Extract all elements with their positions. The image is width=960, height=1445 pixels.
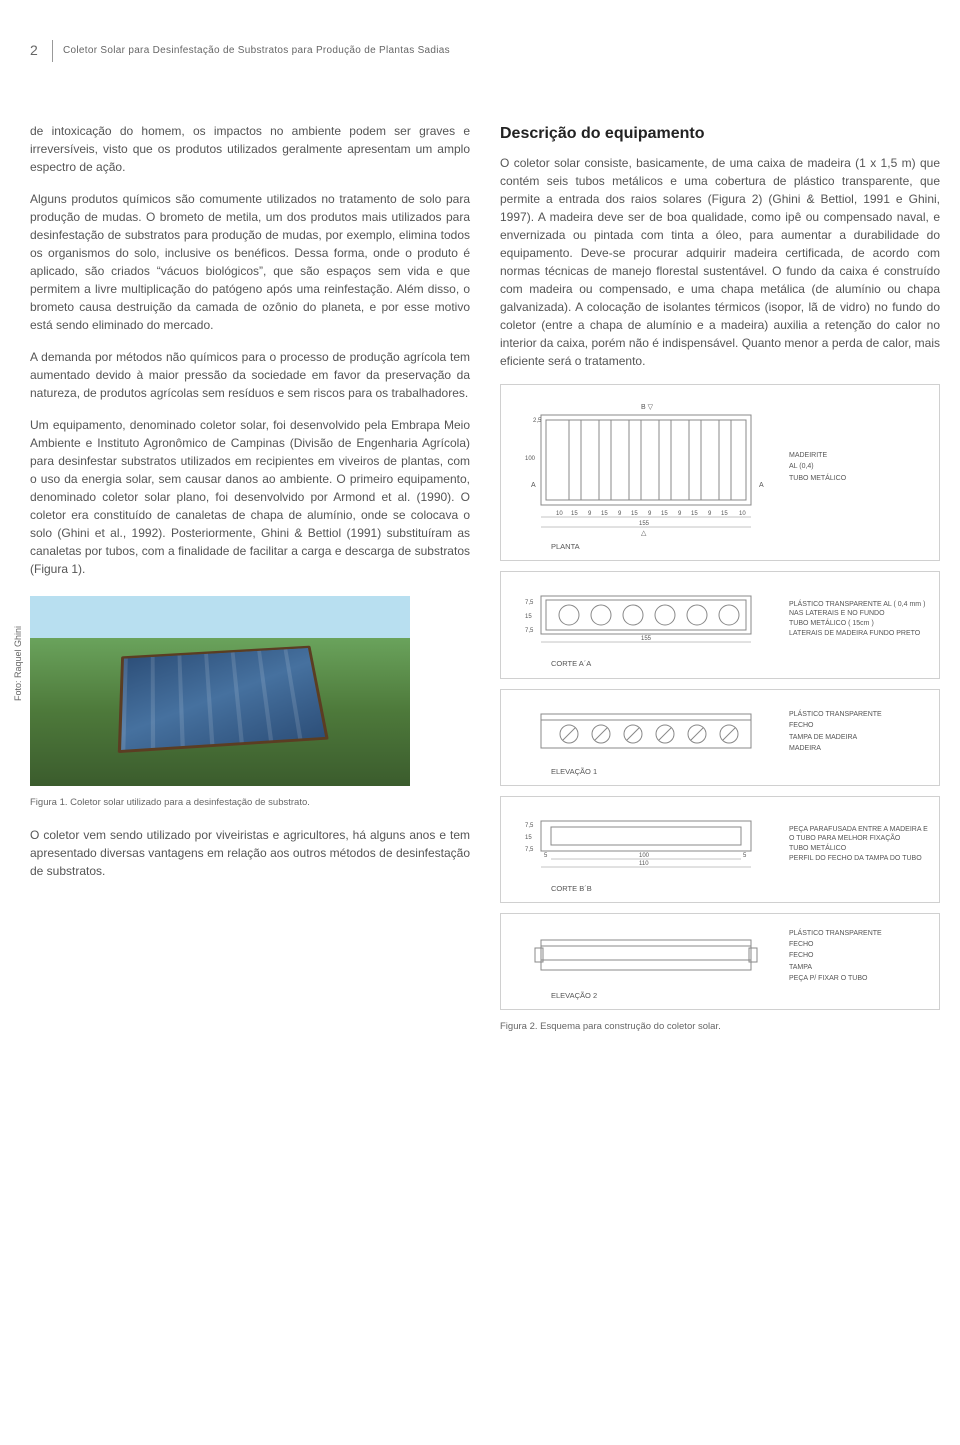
corte-aa-title: CORTE A´A bbox=[511, 654, 929, 669]
label-bb-peca: PEÇA PARAFUSADA ENTRE A MADEIRA E O TUBO… bbox=[789, 825, 929, 843]
svg-text:110: 110 bbox=[639, 861, 649, 867]
label-e1-madeira: MADEIRA bbox=[789, 743, 929, 754]
svg-text:15: 15 bbox=[631, 511, 638, 517]
diagram-elev1: PLÁSTICO TRANSPARENTE FECHO TAMPA DE MAD… bbox=[500, 689, 940, 786]
corte-bb-labels: PEÇA PARAFUSADA ENTRE A MADEIRA E O TUBO… bbox=[781, 825, 929, 863]
diagram-corte-aa: 7,5 15 7,5 155 PLÁSTICO TRANSPARENTE AL … bbox=[500, 571, 940, 678]
page-header: 2 Coletor Solar para Desinfestação de Su… bbox=[30, 40, 940, 62]
planta-svg: 10 15 9 15 9 15 9 15 9 15 9 15 10 155 bbox=[511, 397, 781, 537]
svg-text:7,5: 7,5 bbox=[525, 600, 534, 606]
label-plastico-al: PLÁSTICO TRANSPARENTE AL ( 0,4 mm ) NAS … bbox=[789, 600, 929, 618]
svg-text:2,5: 2,5 bbox=[533, 418, 542, 424]
label-laterais: LATERAIS DE MADEIRA FUNDO PRETO bbox=[789, 629, 929, 638]
elev2-svg bbox=[511, 926, 781, 986]
label-e1-plastico: PLÁSTICO TRANSPARENTE bbox=[789, 709, 929, 720]
left-p3: A demanda por métodos não químicos para … bbox=[30, 348, 470, 402]
left-p4: Um equipamento, denominado coletor solar… bbox=[30, 416, 470, 578]
label-tubo-15: TUBO METÁLICO ( 15cm ) bbox=[789, 618, 929, 629]
running-title: Coletor Solar para Desinfestação de Subs… bbox=[63, 40, 450, 58]
photo-credit: Foto: Raquel Ghini bbox=[12, 626, 26, 701]
svg-text:100: 100 bbox=[639, 853, 650, 859]
diagram-corte-bb: 7,5 15 7,5 5 100 5 110 PEÇA PARAFUSADA E… bbox=[500, 796, 940, 903]
planta-labels: MADEIRITE AL (0,4) TUBO METÁLICO bbox=[781, 450, 929, 484]
svg-text:7,5: 7,5 bbox=[525, 823, 534, 829]
svg-text:9: 9 bbox=[678, 511, 682, 517]
svg-text:5: 5 bbox=[544, 853, 548, 859]
label-e2-tampa: TAMPA bbox=[789, 962, 929, 973]
right-p1: O coletor solar consiste, basicamente, d… bbox=[500, 154, 940, 370]
svg-text:15: 15 bbox=[691, 511, 698, 517]
label-al: AL (0,4) bbox=[789, 461, 929, 472]
svg-text:9: 9 bbox=[648, 511, 652, 517]
planta-title: PLANTA bbox=[511, 537, 929, 552]
label-e2-plastico: PLÁSTICO TRANSPARENTE bbox=[789, 928, 929, 939]
svg-text:155: 155 bbox=[641, 636, 652, 642]
left-p5: O coletor vem sendo utilizado por viveir… bbox=[30, 826, 470, 880]
solar-panel-illustration bbox=[118, 646, 329, 754]
figure-1-photo bbox=[30, 596, 410, 786]
label-e1-fecho: FECHO bbox=[789, 720, 929, 731]
section-heading: Descrição do equipamento bbox=[500, 122, 940, 146]
svg-text:10: 10 bbox=[739, 511, 746, 517]
corte-bb-title: CORTE B´B bbox=[511, 879, 929, 894]
svg-text:9: 9 bbox=[708, 511, 712, 517]
svg-text:A: A bbox=[759, 482, 764, 489]
label-tubo: TUBO METÁLICO bbox=[789, 473, 929, 484]
svg-text:△: △ bbox=[641, 530, 647, 537]
svg-text:15: 15 bbox=[525, 614, 532, 620]
left-column: de intoxicação do homem, os impactos no … bbox=[30, 122, 470, 1051]
figure-1-block: Foto: Raquel Ghini bbox=[30, 596, 470, 786]
elev1-labels: PLÁSTICO TRANSPARENTE FECHO TAMPA DE MAD… bbox=[781, 709, 929, 754]
svg-text:B ▽: B ▽ bbox=[641, 404, 654, 411]
svg-text:5: 5 bbox=[743, 853, 747, 859]
svg-text:7,5: 7,5 bbox=[525, 628, 534, 634]
diagram-planta: 10 15 9 15 9 15 9 15 9 15 9 15 10 155 bbox=[500, 384, 940, 561]
svg-text:100: 100 bbox=[525, 456, 536, 462]
label-bb-tubo: TUBO METÁLICO bbox=[789, 843, 929, 854]
svg-text:10: 10 bbox=[556, 511, 563, 517]
elev1-svg bbox=[511, 702, 781, 762]
label-e2-fecho1: FECHO bbox=[789, 939, 929, 950]
svg-text:A: A bbox=[531, 482, 536, 489]
label-e1-tampa: TAMPA DE MADEIRA bbox=[789, 732, 929, 743]
diagram-elev2: PLÁSTICO TRANSPARENTE FECHO FECHO TAMPA … bbox=[500, 913, 940, 1010]
svg-text:15: 15 bbox=[571, 511, 578, 517]
corte-aa-labels: PLÁSTICO TRANSPARENTE AL ( 0,4 mm ) NAS … bbox=[781, 600, 929, 638]
left-p2: Alguns produtos químicos são comumente u… bbox=[30, 190, 470, 334]
svg-text:15: 15 bbox=[721, 511, 728, 517]
figure-1-caption: Figura 1. Coletor solar utilizado para a… bbox=[30, 796, 470, 810]
elev2-labels: PLÁSTICO TRANSPARENTE FECHO FECHO TAMPA … bbox=[781, 928, 929, 984]
right-column: Descrição do equipamento O coletor solar… bbox=[500, 122, 940, 1051]
svg-text:15: 15 bbox=[525, 835, 532, 841]
header-divider bbox=[52, 40, 53, 62]
svg-text:155: 155 bbox=[639, 521, 650, 527]
label-madeirite: MADEIRITE bbox=[789, 450, 929, 461]
elev2-title: ELEVAÇÃO 2 bbox=[511, 986, 929, 1001]
svg-text:15: 15 bbox=[661, 511, 668, 517]
elev1-title: ELEVAÇÃO 1 bbox=[511, 762, 929, 777]
corte-aa-svg: 7,5 15 7,5 155 bbox=[511, 584, 781, 654]
svg-text:15: 15 bbox=[601, 511, 608, 517]
label-bb-perfil: PERFIL DO FECHO DA TAMPA DO TUBO bbox=[789, 854, 929, 863]
two-column-layout: de intoxicação do homem, os impactos no … bbox=[30, 122, 940, 1051]
page-number: 2 bbox=[30, 40, 42, 61]
left-p1: de intoxicação do homem, os impactos no … bbox=[30, 122, 470, 176]
svg-text:9: 9 bbox=[588, 511, 592, 517]
svg-text:9: 9 bbox=[618, 511, 622, 517]
svg-text:7,5: 7,5 bbox=[525, 847, 534, 853]
corte-bb-svg: 7,5 15 7,5 5 100 5 110 bbox=[511, 809, 781, 879]
figure-2-caption: Figura 2. Esquema para construção do col… bbox=[500, 1020, 940, 1034]
label-e2-fecho2: FECHO bbox=[789, 950, 929, 961]
label-e2-peca: PEÇA P/ FIXAR O TUBO bbox=[789, 973, 929, 984]
